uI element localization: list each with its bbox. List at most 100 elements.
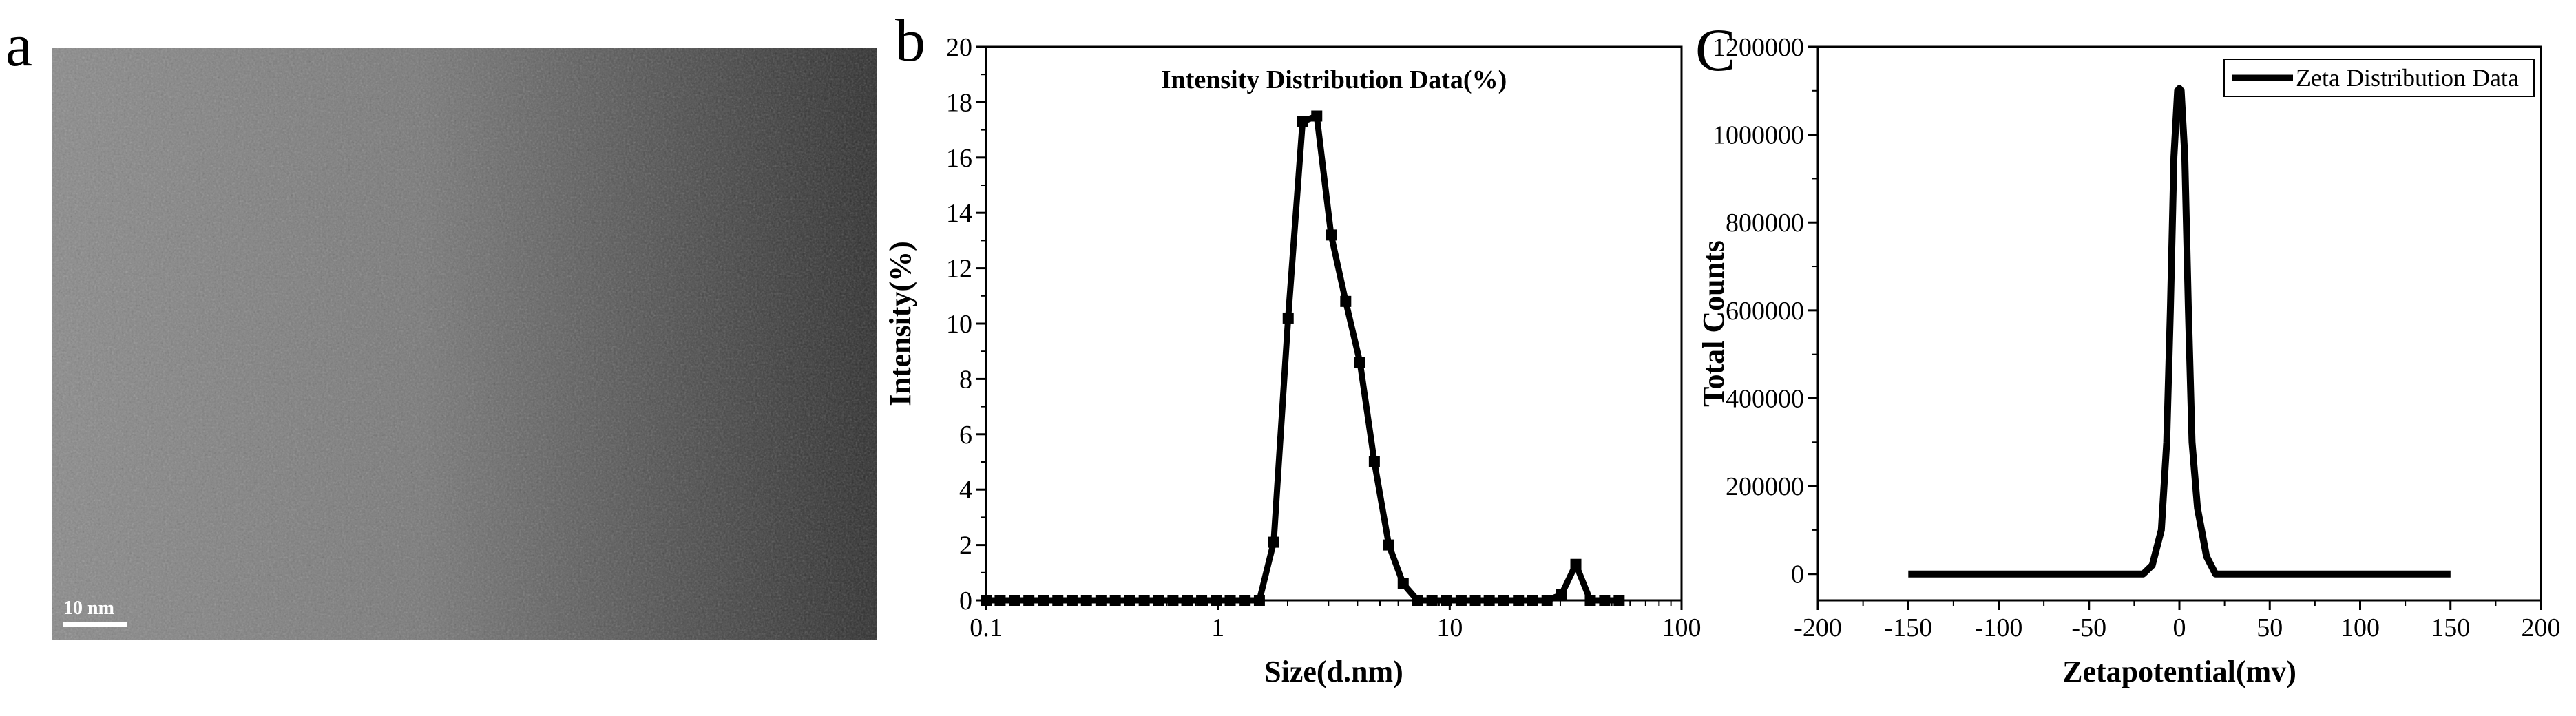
data-point bbox=[1584, 595, 1596, 606]
scale-bar-label: 10 nm bbox=[63, 598, 114, 619]
plot-frame bbox=[1816, 45, 2542, 602]
legend-label: Zeta Distribution Data bbox=[2296, 64, 2519, 92]
scale-bar-line bbox=[63, 622, 127, 627]
data-point bbox=[1498, 595, 1509, 606]
x-tick-label: 10 bbox=[1436, 613, 1463, 642]
data-point bbox=[1469, 595, 1481, 606]
y-tick-label: 400000 bbox=[1726, 384, 1804, 413]
data-point bbox=[1326, 229, 1337, 241]
y-tick-label: 1200000 bbox=[1713, 33, 1804, 62]
y-tick-label: 6 bbox=[959, 421, 972, 450]
data-point bbox=[1397, 578, 1409, 589]
x-axis-title: Size(d.nm) bbox=[1264, 655, 1403, 688]
data-point bbox=[1153, 595, 1164, 606]
x-tick-label: 1 bbox=[1211, 613, 1224, 642]
tem-image bbox=[52, 48, 877, 640]
series-line bbox=[986, 113, 1620, 604]
data-point bbox=[1282, 312, 1294, 324]
data-point bbox=[1297, 116, 1308, 127]
data-point bbox=[1253, 595, 1265, 606]
data-point bbox=[1224, 595, 1236, 606]
data-point bbox=[1311, 110, 1323, 122]
data-point bbox=[1455, 595, 1467, 606]
y-tick-label: 4 bbox=[959, 476, 972, 505]
y-tick-label: 2 bbox=[959, 531, 972, 560]
y-tick-label: 20 bbox=[946, 33, 972, 62]
data-point bbox=[1412, 595, 1423, 606]
data-point bbox=[1211, 595, 1222, 606]
y-tick-label: 1000000 bbox=[1713, 121, 1804, 150]
data-point bbox=[1239, 595, 1251, 606]
y-axis-title: Total Counts bbox=[1697, 240, 1730, 407]
x-tick-label: 100 bbox=[1662, 613, 1701, 642]
panel-b: b 0.1 1 10 100 0 2 4 6 8 10 12 14 16 18 20 Size(d.nm) In… bbox=[883, 8, 1701, 688]
y-tick-label: 0 bbox=[959, 587, 972, 615]
data-point bbox=[1109, 595, 1121, 606]
legend: Zeta Distribution Data bbox=[2223, 59, 2535, 97]
panel-c: C -200 -150 -100 -50 0 50 100 150 200 0 200000 4000… bbox=[1695, 17, 2561, 688]
data-point bbox=[1556, 589, 1567, 600]
y-tick-label: 800000 bbox=[1726, 209, 1804, 238]
data-point bbox=[1095, 595, 1107, 606]
data-point bbox=[1009, 595, 1020, 606]
chart-zeta-distribution: -200 -150 -100 -50 0 50 100 150 200 0 200000 400000… bbox=[1697, 33, 2561, 688]
y-tick-label: 10 bbox=[946, 310, 972, 339]
data-point bbox=[981, 595, 992, 606]
y-tick-label: 8 bbox=[959, 365, 972, 394]
data-point bbox=[1441, 595, 1452, 606]
data-point bbox=[1138, 595, 1150, 606]
y-tick-label: 18 bbox=[946, 88, 972, 117]
y-tick-label: 600000 bbox=[1726, 297, 1804, 326]
y-axis-title: Intensity(%) bbox=[883, 241, 917, 406]
data-point bbox=[1541, 595, 1553, 606]
x-tick-label: 0 bbox=[2173, 613, 2186, 642]
data-point bbox=[1066, 595, 1078, 606]
x-tick-label: -150 bbox=[1884, 613, 1932, 642]
y-tick-label: 0 bbox=[1791, 560, 1804, 589]
panel-a: a 10 nm bbox=[6, 12, 877, 640]
panel-letter-b: b bbox=[895, 8, 925, 74]
x-axis-title: Zetapotential(mv) bbox=[2062, 655, 2296, 688]
x-tick-label: -50 bbox=[2071, 613, 2106, 642]
data-point bbox=[1483, 595, 1495, 606]
x-tick-label: 100 bbox=[2341, 613, 2380, 642]
data-point bbox=[1368, 456, 1380, 467]
data-point bbox=[1613, 595, 1625, 606]
data-point bbox=[1354, 357, 1365, 368]
data-point bbox=[1167, 595, 1179, 606]
panel-letter-c: C bbox=[1695, 17, 1736, 84]
x-tick-label: 50 bbox=[2256, 613, 2283, 642]
data-point bbox=[994, 595, 1006, 606]
data-point bbox=[1383, 539, 1394, 551]
data-point bbox=[1196, 595, 1208, 606]
x-tick-label: -100 bbox=[1975, 613, 2023, 642]
data-point bbox=[1080, 595, 1092, 606]
y-tick-label: 200000 bbox=[1726, 472, 1804, 501]
data-point bbox=[1527, 595, 1538, 606]
x-tick-label: 0.1 bbox=[970, 613, 1003, 642]
data-point bbox=[1023, 595, 1035, 606]
plot-frame bbox=[985, 45, 1683, 602]
data-point bbox=[1124, 595, 1135, 606]
y-tick-label: 16 bbox=[946, 144, 972, 173]
data-point bbox=[1182, 595, 1193, 606]
panel-letter-a: a bbox=[6, 12, 32, 79]
x-tick-label: 150 bbox=[2431, 613, 2470, 642]
y-tick-label: 14 bbox=[946, 199, 972, 228]
data-point bbox=[1426, 595, 1438, 606]
scale-bar: 10 nm bbox=[63, 598, 127, 627]
data-point bbox=[1268, 536, 1279, 548]
data-point bbox=[1570, 558, 1582, 570]
data-point bbox=[1052, 595, 1064, 606]
y-tick-label: 12 bbox=[946, 255, 972, 284]
data-point bbox=[1599, 595, 1611, 606]
chart-title: Intensity Distribution Data(%) bbox=[1161, 65, 1507, 94]
data-point bbox=[1513, 595, 1525, 606]
data-point bbox=[1038, 595, 1049, 606]
x-tick-label: 200 bbox=[2522, 613, 2561, 642]
series-line bbox=[1908, 85, 2451, 578]
x-tick-label: -200 bbox=[1794, 613, 1842, 642]
data-point bbox=[1340, 295, 1352, 307]
chart-intensity-distribution: 0.1 1 10 100 0 2 4 6 8 10 12 14 16 18 20 Size(d.nm) Inte… bbox=[883, 33, 1701, 688]
